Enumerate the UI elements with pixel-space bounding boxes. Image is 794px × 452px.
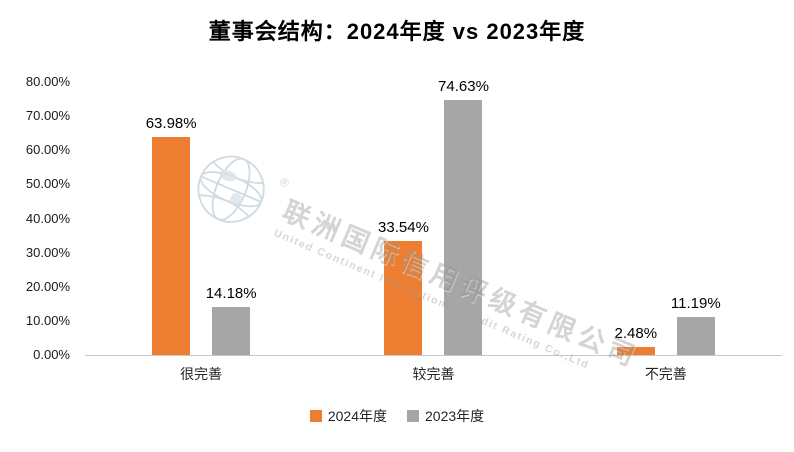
chart-legend: 2024年度 2023年度 [0, 406, 794, 426]
y-tick-label: 80.00% [25, 74, 70, 89]
y-tick-label: 30.00% [25, 244, 70, 260]
data-label-2024年度-很完善: 63.98% [145, 115, 197, 132]
category-label-很完善: 很完善 [180, 366, 223, 382]
plot-area: 63.98% 14.18% 33.54% 74.63% 2.48% 11.19% [85, 78, 782, 355]
y-tick-label: 40.00% [25, 210, 70, 226]
data-label-2023年度-很完善: 14.18% [205, 285, 257, 302]
y-tick-label: 50.00% [25, 176, 70, 192]
legend-swatch-2024年度 [309, 410, 322, 422]
bar-2023年度-很完善: 14.18% [206, 285, 257, 355]
y-tick-label: 10.00% [25, 312, 70, 328]
category-label-较完善: 较完善 [412, 366, 455, 382]
legend-item-2023年度: 2023年度 [407, 406, 484, 426]
bar-2024年度-很完善: 63.98% [146, 115, 197, 355]
category-axis: 很完善 较完善 不完善 [85, 364, 782, 384]
y-axis: 0.00% 10.00% 20.00% 30.00% 40.00% 50.00% 60.00… [0, 0, 76, 452]
legend-swatch-2023年度 [407, 410, 419, 422]
category-label-不完善: 不完善 [644, 366, 687, 382]
bar-group-不完善: 2.48% 11.19% [615, 295, 721, 355]
bar-2023年度-较完善: 74.63% [438, 78, 489, 355]
chart-title: 董事会结构：2024年度 vs 2023年度 [208, 19, 586, 44]
bar-group-较完善: 33.54% 74.63% [378, 78, 489, 355]
legend-label-2024年度: 2024年度 [327, 408, 387, 424]
bar-group-很完善: 63.98% 14.18% [146, 115, 257, 355]
y-tick-label: 0.00% [33, 347, 70, 362]
y-tick-label: 70.00% [25, 108, 70, 124]
data-label-2024年度-较完善: 33.54% [378, 219, 429, 236]
y-tick-label: 60.00% [25, 142, 70, 158]
data-label-2023年度-较完善: 74.63% [438, 78, 489, 95]
data-label-2023年度-不完善: 11.19% [670, 295, 721, 312]
y-tick-label: 20.00% [25, 278, 70, 294]
bar-2024年度-不完善: 2.48% [615, 325, 657, 355]
legend-label-2023年度: 2023年度 [425, 408, 485, 424]
data-label-2024年度-不完善: 2.48% [614, 325, 658, 342]
bar-2023年度-不完善: 11.19% [671, 295, 721, 355]
legend-item-2024年度: 2024年度 [309, 406, 387, 426]
bar-2024年度-较完善: 33.54% [378, 219, 429, 355]
x-axis-line [85, 355, 782, 356]
